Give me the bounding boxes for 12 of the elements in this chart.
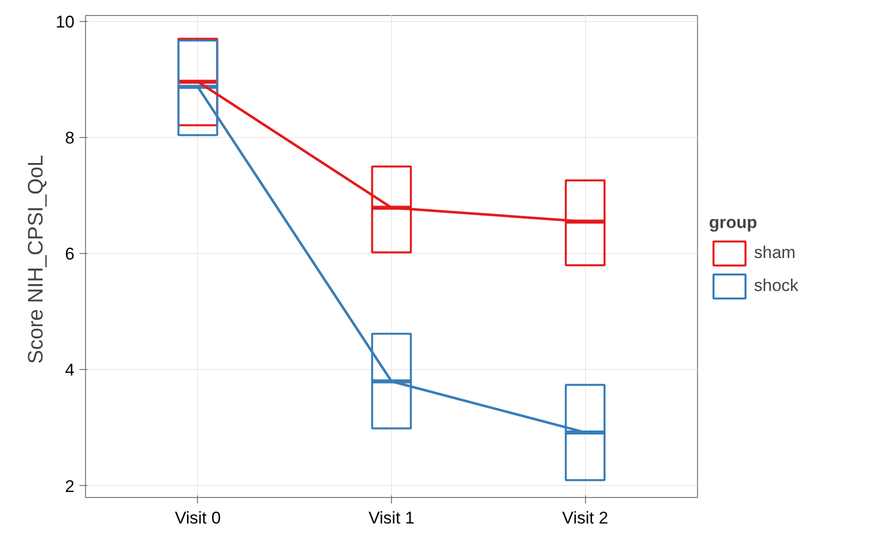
- y-axis-title: Score NIH_CPSI_QoL: [24, 154, 48, 364]
- x-tick-label: Visit 2: [562, 508, 608, 528]
- y-tick-label: 4: [65, 360, 75, 380]
- x-tick-label: Visit 1: [368, 508, 415, 528]
- y-tick-label: 2: [65, 476, 75, 496]
- y-tick-label: 10: [56, 12, 75, 32]
- y-tick-label: 6: [65, 244, 75, 264]
- x-tick-label: Visit 0: [174, 508, 221, 528]
- legend-label: sham: [754, 243, 796, 263]
- legend-label: shock: [754, 276, 798, 296]
- y-tick-label: 8: [65, 128, 75, 148]
- legend-title: group: [709, 213, 758, 233]
